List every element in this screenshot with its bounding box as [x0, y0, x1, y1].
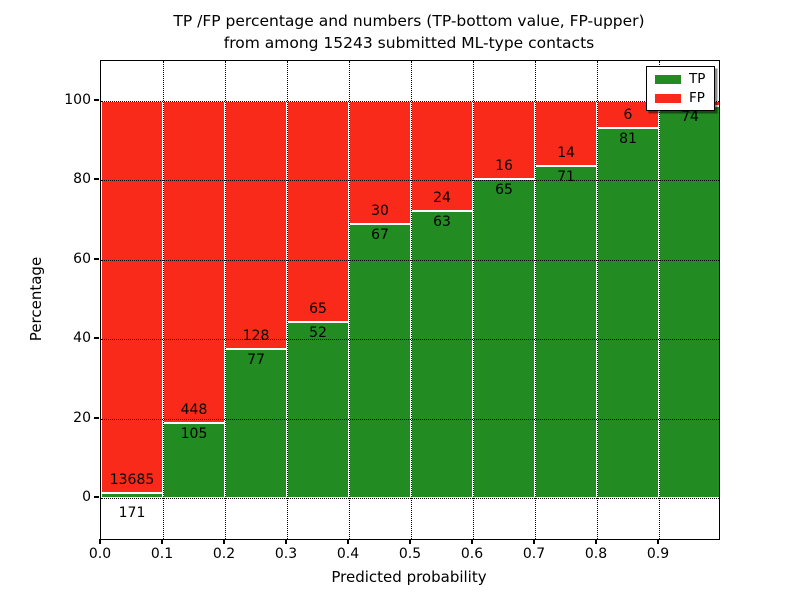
chart-title: TP /FP percentage and numbers (TP-bottom… [100, 10, 718, 54]
xtick-label-0.2: 0.2 [212, 546, 236, 562]
ytick-mark-80 [94, 178, 99, 181]
ytick-mark-60 [94, 257, 99, 260]
xtick-mark-0.0 [99, 539, 101, 544]
xtick-mark-0.9 [657, 539, 659, 544]
bar-fp-0 [101, 101, 163, 494]
legend: TP FP [646, 66, 716, 111]
ytick-label-40: 40 [73, 330, 91, 347]
legend-entry-tp: TP [655, 72, 705, 86]
ytick-mark-40 [94, 337, 99, 340]
ytick-mark-0 [94, 496, 99, 498]
xtick-mark-0.8 [595, 539, 597, 544]
bar-fp-3 [287, 101, 349, 322]
bar-tp-4 [349, 223, 411, 498]
bar-tp-8 [597, 128, 659, 498]
bar-fp-4 [349, 101, 411, 224]
bar-tp-0 [101, 493, 163, 498]
bar-tp-6 [473, 179, 535, 498]
xtick-mark-0.7 [533, 539, 535, 544]
bar-fp-2 [225, 101, 287, 349]
xtick-label-0.7: 0.7 [522, 546, 546, 562]
bar-fp-7 [535, 101, 597, 167]
chart-title-line2: from among 15243 submitted ML-type conta… [223, 34, 595, 52]
fp-legend-label: FP [689, 90, 705, 106]
x-axis-label: Predicted probability [331, 568, 487, 586]
bar-tp-2 [225, 348, 287, 498]
xtick-label-0.6: 0.6 [460, 546, 484, 562]
bars-layer [101, 61, 719, 539]
bar-fp-6 [473, 101, 535, 180]
ytick-label-60: 60 [73, 250, 91, 267]
xtick-mark-0.1 [161, 539, 163, 544]
xtick-label-0.1: 0.1 [150, 546, 174, 562]
tp-legend-swatch [655, 74, 681, 84]
xtick-label-0.8: 0.8 [584, 546, 608, 562]
ytick-label-0: 0 [82, 489, 91, 505]
xtick-label-0.0: 0.0 [88, 546, 112, 562]
bar-tp-9 [659, 106, 719, 498]
bar-fp-5 [411, 101, 473, 211]
xtick-mark-0.2 [223, 539, 225, 544]
xtick-label-0.4: 0.4 [336, 546, 360, 562]
ytick-mark-20 [94, 416, 99, 419]
ytick-label-100: 100 [64, 92, 91, 108]
bar-tp-1 [163, 422, 225, 498]
xtick-mark-0.3 [285, 539, 287, 544]
y-axis-label: Percentage [27, 256, 45, 342]
ytick-label-20: 20 [73, 409, 91, 426]
chart-title-line1: TP /FP percentage and numbers (TP-bottom… [173, 12, 645, 30]
xtick-mark-0.5 [409, 539, 411, 544]
tp-legend-label: TP [689, 71, 706, 87]
xtick-label-0.9: 0.9 [646, 546, 670, 562]
xtick-mark-0.6 [471, 539, 473, 544]
bar-tp-7 [535, 166, 597, 498]
bar-tp-5 [411, 210, 473, 498]
bar-tp-3 [287, 321, 349, 498]
bar-fp-1 [163, 101, 225, 423]
xtick-label-0.5: 0.5 [398, 546, 422, 562]
ytick-label-80: 80 [73, 171, 91, 188]
fp-legend-swatch [655, 93, 681, 103]
xtick-mark-0.4 [347, 539, 349, 544]
xtick-label-0.3: 0.3 [274, 546, 298, 562]
ytick-mark-100 [94, 99, 99, 101]
legend-entry-fp: FP [655, 91, 705, 105]
plot-area: 13685 171 448 105 128 77 65 52 30 67 24 63 16 65 14 71 6… [100, 60, 720, 540]
